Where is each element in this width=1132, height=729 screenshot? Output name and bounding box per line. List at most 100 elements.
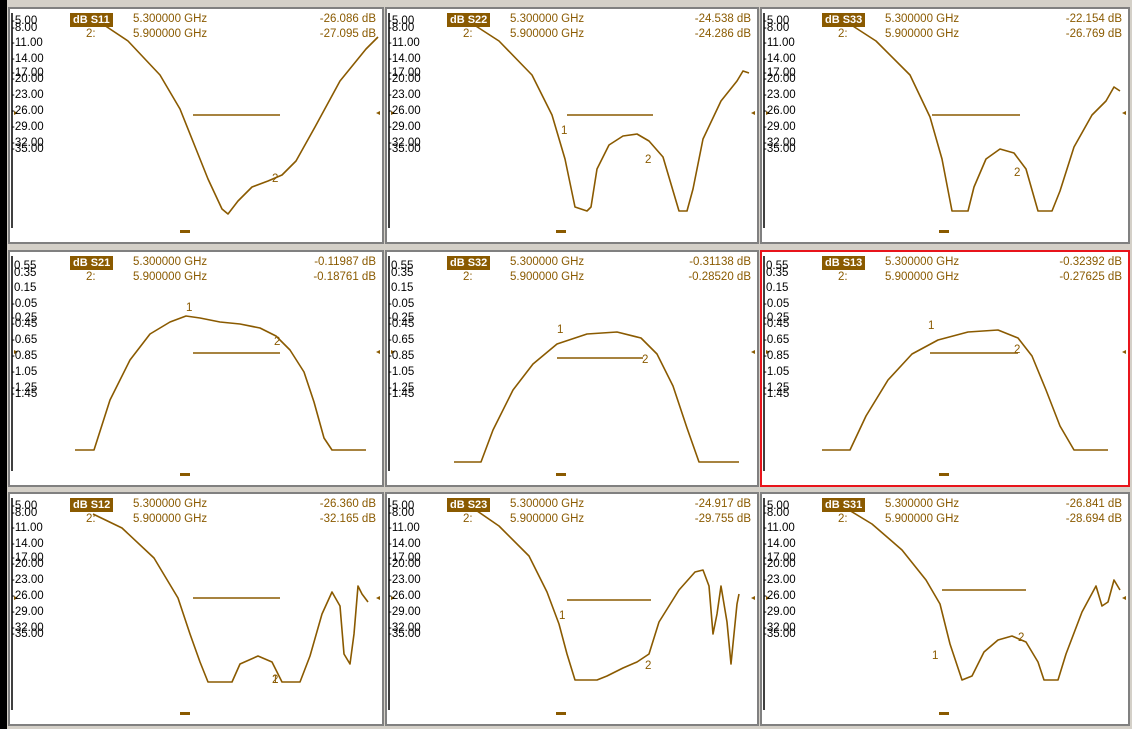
reference-arrow-right (751, 111, 755, 115)
y-tick-label: 0.15 (14, 282, 37, 294)
y-tick-label: -17.00 (11, 67, 44, 79)
marker2-value: -32.165 dB (319, 513, 376, 525)
window-left-edge (0, 0, 7, 729)
marker2-frequency: 5.900000 GHz (133, 271, 208, 283)
trace-line (454, 331, 739, 463)
marker-label: 1 (559, 610, 566, 622)
trace-plot (11, 256, 380, 476)
trace-name-badge: dB S31 (822, 498, 866, 512)
y-tick-label: -23.00 (388, 89, 421, 101)
y-tick-label: -17.00 (763, 67, 796, 79)
marker-label: 2 (272, 173, 279, 185)
y-tick-label: -35.00 (11, 143, 44, 155)
y-tick-label: -0.65 (388, 334, 415, 346)
marker2-frequency: 5.900000 GHz (133, 28, 208, 40)
y-tick-label: -29.00 (388, 121, 421, 133)
y-tick-label: -32.00 (763, 622, 796, 634)
y-tick-label: -5.00 (388, 500, 415, 512)
y-tick-label: -5.00 (388, 15, 415, 27)
marker1-value: -26.086 dB (319, 13, 376, 25)
trace-pane-1[interactable]: -5.00 -8.00 -11.00 -14.00 -17.00 -20.00 -23.00… (8, 7, 384, 244)
y-tick-label: -8.00 (763, 507, 790, 519)
y-tick-label: -20.00 (388, 558, 421, 570)
marker1-value: -0.31138 dB (689, 256, 751, 268)
trace-name-badge: dB S11 (70, 13, 113, 27)
stimulus-indicator (939, 712, 949, 715)
trace-pane-7[interactable]: -5.00 -8.00 -11.00 -14.00 -17.00 -20.00 -23.00… (8, 492, 384, 726)
y-tick-label: 0.35 (14, 267, 37, 279)
marker1-value: -0.11987 dB (314, 256, 376, 268)
trace-plot (388, 498, 755, 715)
marker1-value: -22.154 dB (1065, 13, 1122, 25)
trace-pane-6[interactable]: 0.55 0.35 0.15 -0.05 -0.25 -0.45 -0.65 -0.85 -1.… (760, 250, 1130, 487)
marker1-frequency: 5.300000 GHz (510, 13, 585, 25)
y-tick-label: -29.00 (11, 121, 44, 133)
y-tick-label: -26.00 (763, 590, 796, 602)
stimulus-indicator (556, 473, 566, 476)
marker2-frequency: 5.900000 GHz (510, 28, 585, 40)
y-tick-label: -1.05 (11, 366, 38, 378)
marker2-frequency: 5.900000 GHz (133, 513, 208, 525)
y-tick-label: -35.00 (763, 628, 796, 640)
trace-pane-4[interactable]: 0.55 0.35 0.15 -0.05 -0.25 -0.45 -0.65 -0.85 -1.… (8, 250, 384, 487)
reference-arrow-left (766, 350, 770, 354)
y-tick-label: -32.00 (388, 622, 421, 634)
y-tick-label: -0.85 (763, 350, 790, 362)
marker2-id: 2: (838, 271, 848, 283)
marker2-value: -28.694 dB (1065, 513, 1122, 525)
y-tick-label: -0.25 (388, 312, 415, 324)
y-tick-label: -0.65 (11, 334, 38, 346)
y-tick-label: -35.00 (11, 628, 44, 640)
y-tick-label: -0.85 (11, 350, 38, 362)
marker1-value: -26.360 dB (319, 498, 376, 510)
marker2-value: -0.27625 dB (1059, 271, 1122, 283)
stimulus-indicator (180, 712, 190, 715)
y-tick-label: -26.00 (388, 590, 421, 602)
marker1-value: -26.841 dB (1065, 498, 1122, 510)
y-tick-label: 0.35 (766, 267, 789, 279)
marker2-id: 2: (86, 513, 96, 525)
y-tick-label: -35.00 (763, 143, 796, 155)
trace-line (822, 329, 1108, 451)
reference-arrow-right (1122, 111, 1126, 115)
marker2-value: -27.095 dB (319, 28, 376, 40)
trace-plot (763, 256, 1126, 476)
y-tick-label: -26.00 (11, 590, 44, 602)
y-tick-label: -14.00 (11, 53, 44, 65)
y-tick-label: -1.05 (763, 366, 790, 378)
trace-pane-2[interactable]: -5.00 -8.00 -11.00 -14.00 -17.00 -20.00 -23.00… (385, 7, 759, 244)
y-tick-label: -11.00 (11, 37, 43, 49)
y-tick-label: -23.00 (388, 574, 421, 586)
y-tick-label: -8.00 (388, 22, 415, 34)
trace-line (92, 513, 369, 683)
trace-pane-9[interactable]: -5.00 -8.00 -11.00 -14.00 -17.00 -20.00 -23.00… (760, 492, 1130, 726)
y-tick-label: -11.00 (763, 37, 795, 49)
marker1-frequency: 5.300000 GHz (510, 256, 585, 268)
trace-pane-8[interactable]: -5.00 -8.00 -11.00 -14.00 -17.00 -20.00 -23.00… (385, 492, 759, 726)
y-tick-label: -20.00 (11, 73, 44, 85)
y-tick-label: -1.45 (388, 388, 415, 400)
trace-name-badge: dB S23 (447, 498, 491, 512)
trace-plot (388, 13, 755, 233)
y-tick-label: -0.05 (388, 298, 415, 310)
marker1-frequency: 5.300000 GHz (133, 256, 208, 268)
y-tick-label: 0.55 (391, 260, 414, 272)
y-tick-label: -20.00 (388, 73, 421, 85)
marker1-frequency: 5.300000 GHz (510, 498, 585, 510)
y-tick-label: -23.00 (763, 574, 796, 586)
y-tick-label: -1.25 (763, 382, 790, 394)
y-tick-label: 0.55 (14, 260, 37, 272)
reference-arrow-right (1122, 350, 1126, 354)
y-tick-label: -5.00 (763, 15, 790, 27)
reference-arrow-left (391, 350, 395, 354)
y-tick-label: -35.00 (388, 143, 421, 155)
marker1-value: -24.538 dB (694, 13, 751, 25)
marker2-frequency: 5.900000 GHz (885, 513, 960, 525)
reference-arrow-right (751, 596, 755, 600)
marker1-value: -24.917 dB (694, 498, 751, 510)
y-tick-label: 0.55 (766, 260, 789, 272)
y-tick-label: -14.00 (763, 538, 796, 550)
trace-pane-3[interactable]: -5.00 -8.00 -11.00 -14.00 -17.00 -20.00 -23.00… (760, 7, 1130, 244)
marker-label: 2 (272, 674, 279, 686)
trace-pane-5[interactable]: 0.55 0.35 0.15 -0.05 -0.25 -0.45 -0.65 -0.85 -1.… (385, 250, 759, 487)
